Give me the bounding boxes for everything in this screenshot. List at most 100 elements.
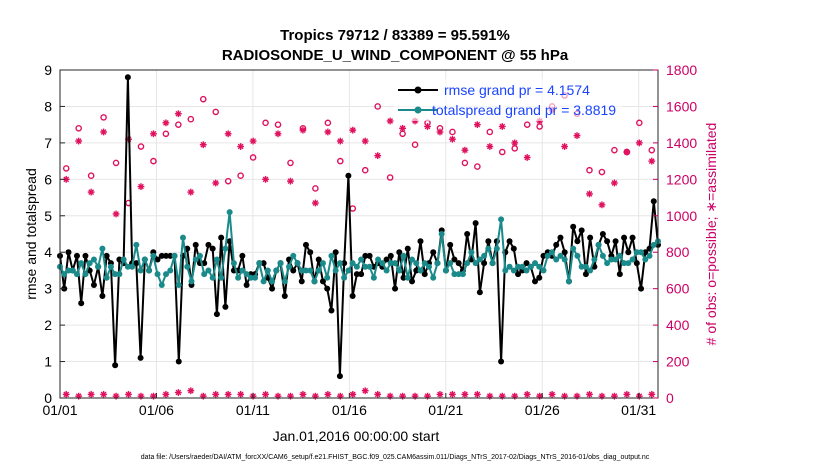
spread-point — [188, 278, 195, 285]
y-axis-label: rmse and totalspread — [23, 168, 39, 300]
spread-point — [434, 260, 441, 267]
rmse-point — [476, 289, 483, 296]
obs-assimilated-low-point — [461, 390, 469, 398]
spread-point — [349, 260, 356, 267]
obs-assimilated-low-point — [162, 390, 170, 398]
spread-point — [184, 263, 191, 270]
y2-tick-label: 1600 — [666, 98, 697, 114]
obs-possible-point — [287, 159, 294, 167]
obs-assimilated-low-point — [349, 390, 357, 398]
rmse-point — [158, 252, 165, 259]
x-tick-label: 01/31 — [621, 402, 656, 418]
spread-point — [324, 274, 331, 281]
rmse-point — [413, 267, 420, 274]
spread-point — [464, 260, 471, 267]
obs-possible-point — [199, 95, 207, 103]
spread-point — [595, 241, 602, 248]
spread-point — [294, 260, 301, 267]
spread-point — [307, 267, 314, 274]
obs-assimilated-low-point — [62, 390, 70, 398]
y2-tick-label: 0 — [666, 390, 674, 406]
y2-tick-label: 400 — [666, 317, 690, 333]
rmse-point — [536, 274, 543, 281]
spread-point — [489, 260, 496, 267]
obs-assimilated-point — [237, 143, 245, 150]
x-axis-label: Jan.01,2016 00:00:00 start — [273, 428, 440, 444]
obs-assimilated-point — [249, 137, 257, 145]
spread-point — [438, 231, 445, 237]
spread-point — [218, 274, 225, 281]
obs-assimilated-point — [386, 117, 394, 125]
spread-point — [269, 278, 276, 285]
obs-assimilated-point — [274, 130, 282, 138]
rmse-point — [638, 285, 645, 292]
spread-point — [455, 271, 462, 278]
obs-assimilated-point — [635, 139, 643, 147]
spread-point — [591, 256, 598, 263]
spread-point — [226, 209, 233, 216]
y-tick-label: 7 — [44, 135, 52, 151]
rmse-point — [570, 223, 577, 230]
rmse-point — [430, 249, 437, 256]
rmse-point — [78, 300, 85, 307]
spread-point — [192, 256, 199, 263]
rmse-point — [281, 292, 288, 299]
rmse-point — [336, 373, 343, 380]
spread-point — [124, 263, 131, 270]
obs-assimilated-low-point — [262, 390, 269, 398]
spread-point — [612, 256, 619, 263]
spread-point — [621, 260, 628, 267]
spread-point — [213, 256, 220, 263]
spread-point — [146, 267, 153, 274]
chart-title: Tropics 79712 / 83389 = 95.591% — [280, 27, 510, 44]
rmse-point — [112, 362, 119, 369]
rmse-point — [358, 271, 365, 278]
spread-point — [103, 274, 110, 281]
obs-possible-point — [75, 125, 82, 132]
obs-possible-point — [386, 174, 394, 181]
spread-point — [625, 260, 632, 267]
spread-point — [141, 256, 148, 263]
spread-point — [302, 267, 309, 274]
spread-point — [587, 267, 594, 274]
obs-assimilated-low-point — [125, 390, 132, 398]
spread-point — [493, 245, 500, 252]
obs-assimilated-point — [361, 137, 369, 145]
x-tick-label: 01/01 — [42, 402, 77, 418]
spread-point — [616, 252, 623, 259]
obs-assimilated-low-point — [237, 390, 245, 398]
y-tick-label: 8 — [44, 98, 52, 114]
spread-point — [158, 282, 165, 289]
rmse-point — [362, 252, 369, 259]
spread-point — [425, 263, 432, 270]
rmse-point — [616, 271, 623, 278]
rmse-point — [587, 234, 594, 241]
spread-point — [532, 260, 539, 267]
obs-assimilated-point — [262, 175, 269, 183]
obs-assimilated-point — [598, 201, 606, 209]
rmse-point — [213, 311, 220, 318]
spread-point — [544, 252, 551, 259]
rmse-point — [625, 249, 632, 256]
spread-point — [366, 263, 373, 270]
spread-point — [290, 252, 297, 259]
rmse-point — [421, 271, 428, 278]
rmse-point — [205, 241, 212, 248]
obs-assimilated-low-point — [174, 389, 182, 396]
obs-possible-point — [249, 154, 257, 161]
spread-point — [485, 245, 492, 252]
x-axis: 01/01 01/06 01/11 01/16 01/21 01/26 01/31 — [42, 393, 656, 418]
obs-assimilated-low-point — [586, 390, 593, 398]
rmse-point — [243, 282, 250, 289]
obs-possible-point — [100, 114, 107, 121]
obs-assimilated-point — [299, 126, 307, 134]
obs-assimilated-point — [523, 154, 531, 161]
rmse-point — [532, 278, 539, 285]
spread-point — [561, 256, 568, 263]
obs-assimilated-low-point — [324, 390, 332, 398]
spread-point — [638, 249, 645, 256]
obs-possible-point — [324, 119, 332, 127]
rmse-point — [290, 267, 297, 274]
spread-point — [442, 267, 449, 274]
rmse-point — [260, 260, 267, 267]
